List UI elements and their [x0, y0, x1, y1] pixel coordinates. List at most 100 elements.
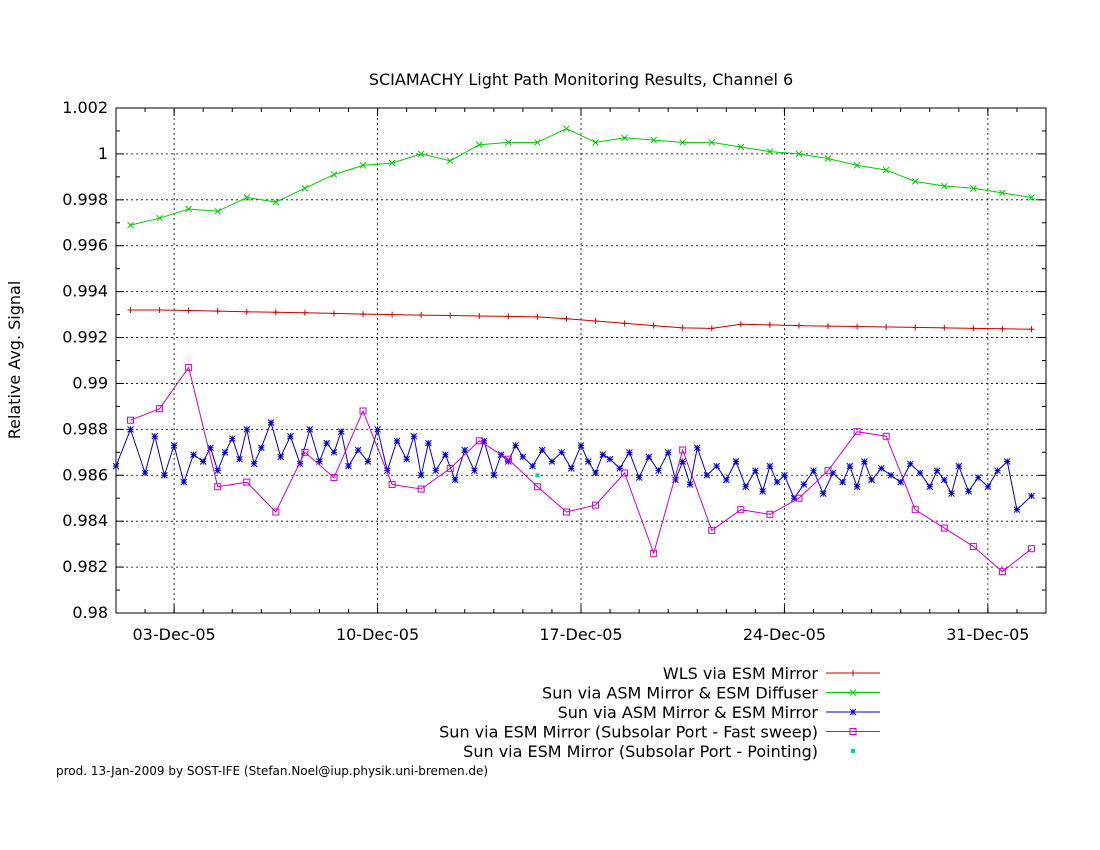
- y-tick-label: 0.994: [62, 282, 108, 301]
- data-point: [790, 494, 798, 502]
- legend-label: WLS via ESM Mirror: [663, 664, 819, 683]
- data-point: [151, 432, 159, 440]
- data-point: [141, 469, 149, 477]
- data-point: [854, 323, 861, 330]
- series-4: [535, 473, 540, 478]
- data-point: [127, 416, 135, 424]
- y-tick-label: 1.002: [62, 98, 108, 117]
- data-point: [403, 455, 410, 463]
- data-point: [742, 483, 750, 491]
- y-tick-label: 0.996: [62, 236, 108, 255]
- data-point: [417, 485, 425, 493]
- data-point: [882, 432, 890, 440]
- data-point: [645, 453, 653, 461]
- data-point: [955, 462, 963, 470]
- legend-label: Sun via ESM Mirror (Subsolar Port - Fast…: [439, 723, 818, 742]
- data-point: [882, 166, 890, 174]
- data-point: [708, 325, 715, 332]
- data-point: [766, 510, 774, 518]
- data-point: [850, 670, 856, 676]
- data-point: [1028, 326, 1035, 333]
- data-point: [214, 308, 221, 315]
- data-point: [592, 318, 599, 325]
- data-point: [948, 490, 955, 497]
- data-point: [272, 198, 280, 206]
- data-point: [999, 189, 1006, 197]
- data-point: [490, 471, 498, 479]
- data-point: [330, 474, 338, 482]
- data-point: [686, 481, 694, 488]
- data-point: [243, 308, 250, 315]
- data-point: [933, 467, 941, 475]
- data-point: [512, 442, 519, 449]
- data-point: [592, 469, 599, 477]
- data-point: [533, 483, 541, 491]
- data-point: [703, 471, 711, 479]
- data-point: [606, 455, 614, 463]
- data-point: [693, 444, 701, 452]
- data-point: [655, 467, 662, 475]
- data-point: [795, 150, 803, 158]
- data-point: [824, 155, 832, 162]
- data-point: [505, 313, 512, 320]
- data-point: [272, 309, 279, 316]
- data-point: [156, 307, 163, 313]
- data-point: [228, 435, 236, 442]
- data-point: [621, 320, 628, 327]
- data-point: [185, 363, 193, 371]
- series-line: [130, 366, 1032, 573]
- data-point: [766, 462, 774, 470]
- data-point: [374, 426, 381, 433]
- series-line: [130, 309, 1032, 330]
- data-point: [926, 483, 934, 491]
- data-point: [185, 307, 192, 314]
- data-point: [635, 474, 643, 481]
- data-point: [577, 442, 585, 449]
- plot-frame: [115, 107, 1047, 614]
- data-point: [534, 313, 541, 320]
- data-point: [389, 311, 396, 318]
- data-point: [650, 549, 658, 557]
- data-point: [621, 469, 629, 477]
- data-point: [410, 432, 418, 440]
- data-point: [417, 150, 425, 158]
- series-line: [130, 128, 1032, 226]
- data-point: [1028, 194, 1035, 201]
- data-point: [451, 476, 459, 484]
- data-point: [534, 139, 541, 146]
- data-point: [907, 460, 914, 468]
- data-point: [471, 467, 478, 475]
- data-point: [563, 315, 570, 322]
- legend-label: Sun via ASM Mirror & ESM Diffuser: [542, 684, 818, 703]
- data-point: [998, 568, 1006, 576]
- data-point: [851, 749, 855, 753]
- y-tick-label: 0.998: [62, 190, 108, 209]
- footer-credit: prod. 13-Jan-2009 by SOST-IFE (Stefan.No…: [56, 764, 489, 778]
- data-point: [461, 446, 469, 454]
- data-point: [679, 324, 686, 331]
- data-point: [287, 432, 294, 440]
- data-point: [912, 324, 919, 331]
- data-point: [359, 162, 367, 169]
- y-axis-label: Relative Avg. Signal: [5, 281, 24, 440]
- data-point: [679, 446, 687, 454]
- data-point: [941, 324, 948, 331]
- data-point: [156, 214, 163, 222]
- x-tick-label: 17-Dec-05: [539, 625, 622, 644]
- data-point: [301, 448, 309, 456]
- data-point: [766, 148, 774, 155]
- data-point: [243, 478, 251, 486]
- data-point: [383, 467, 391, 475]
- series-1: [127, 125, 1035, 229]
- data-point: [737, 321, 744, 328]
- data-point: [853, 162, 861, 169]
- data-point: [781, 471, 788, 479]
- data-point: [306, 426, 314, 433]
- data-point: [214, 483, 222, 491]
- data-point: [250, 460, 258, 468]
- data-point: [795, 322, 802, 329]
- data-point: [418, 312, 425, 319]
- grid: [116, 108, 1046, 613]
- data-point: [442, 451, 449, 458]
